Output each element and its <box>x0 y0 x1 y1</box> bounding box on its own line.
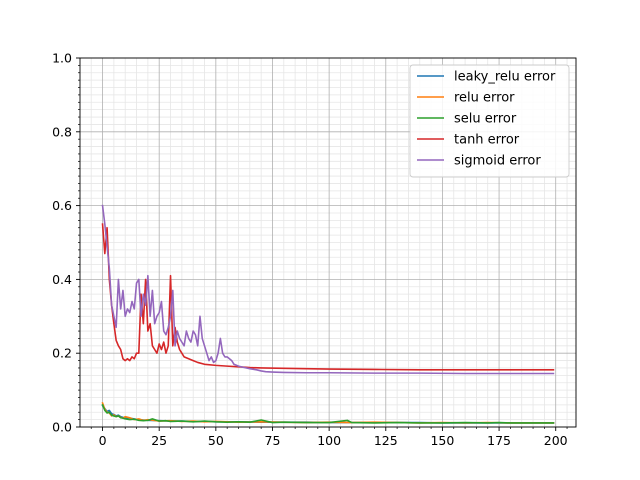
y-tick-label: 0.0 <box>52 420 72 435</box>
x-tick-label: 150 <box>430 433 454 448</box>
legend-label-relu-error: relu error <box>454 91 515 106</box>
x-tick-label: 100 <box>317 433 341 448</box>
legend-label-tanh-error: tanh error <box>454 133 520 148</box>
y-tick-label: 0.4 <box>52 272 72 287</box>
minor-gridlines <box>80 58 576 427</box>
series-line-sigmoid-error <box>101 204 555 375</box>
legend-label-selu-error: selu error <box>454 112 517 127</box>
series-line-selu-error <box>101 403 555 424</box>
x-tick-label: 50 <box>208 433 224 448</box>
y-tick-label: 1.0 <box>52 51 72 66</box>
legend-box <box>409 64 570 178</box>
x-tick-label: 0 <box>99 433 107 448</box>
x-tick-label: 175 <box>487 433 511 448</box>
series-line-tanh-error <box>101 223 555 371</box>
legend-label-sigmoid-error: sigmoid error <box>454 154 541 169</box>
x-tick-label: 200 <box>544 433 568 448</box>
axis-ticks <box>76 57 568 431</box>
y-tick-label: 0.6 <box>52 198 72 213</box>
y-tick-label: 0.2 <box>52 346 72 361</box>
legend-label-leaky-relu-error: leaky_relu error <box>454 70 556 85</box>
series-lines <box>101 204 555 424</box>
y-tick-label: 0.8 <box>52 124 72 139</box>
x-tick-label: 125 <box>374 433 398 448</box>
x-tick-label: 75 <box>265 433 281 448</box>
axis-tick-labels: 0 25 50 75 100 125 150 175 200 0.0 0.2 0.4 0.6 0.8 1.0 <box>52 51 568 449</box>
legend: leaky_relu error relu error selu error tanh… <box>409 64 570 178</box>
x-tick-label: 25 <box>151 433 167 448</box>
